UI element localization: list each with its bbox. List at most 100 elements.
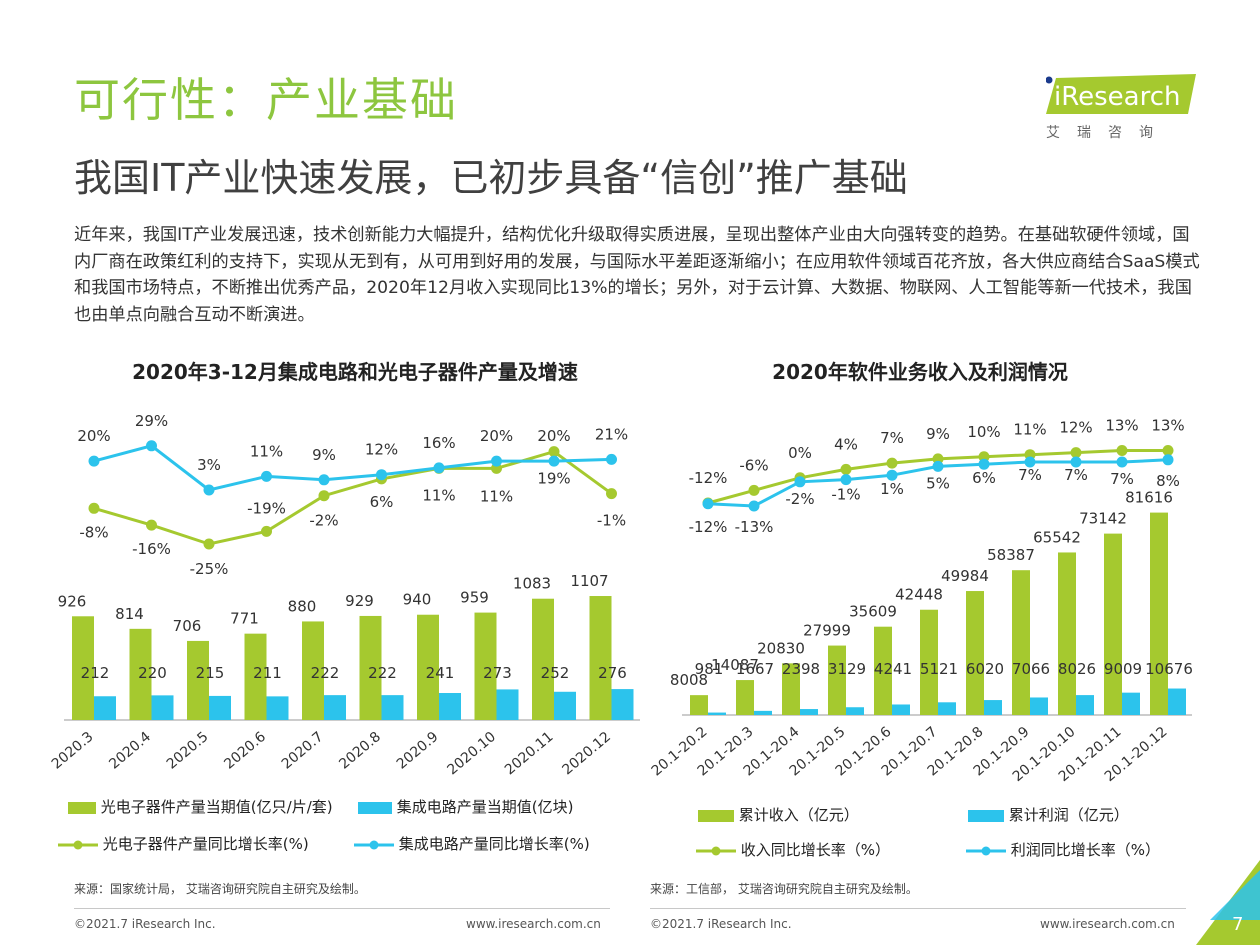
chart2-legend-item-3: 收入同比增长率（%） <box>696 839 890 860</box>
point-c1-a-4 <box>318 490 330 502</box>
chart2-legend-item-1: 累计收入（亿元） <box>698 804 859 825</box>
footer-copyright-left: ©2021.7 iResearch Inc. <box>74 917 216 931</box>
chart1-legend-label-4: 集成电路产量同比增长率(%) <box>398 835 590 853</box>
bar-label-c1-a-8: 1083 <box>513 575 551 593</box>
bar-c2-b-5 <box>938 702 956 715</box>
footer-divider-right <box>650 908 1186 909</box>
page-number: 7 <box>1232 914 1243 935</box>
point-c1-b-2 <box>203 484 215 496</box>
page-subtitle: 我国IT产业快速发展，已初步具备“信创”推广基础 <box>74 156 908 200</box>
point-c2-b-5 <box>932 460 944 472</box>
bar-c2-b-3 <box>846 707 864 715</box>
bar-label-c1-b-7: 273 <box>483 664 512 682</box>
bar-label-c2-a-3: 27999 <box>803 622 851 640</box>
point-c2-b-1 <box>748 500 760 512</box>
x-tick-label-c1-4: 2020.7 <box>279 729 327 773</box>
chart2-legend-item-4: 利润同比增长率（%） <box>966 839 1160 860</box>
bar-c2-a-8 <box>1058 552 1076 715</box>
bar-c1-b-1 <box>151 695 174 720</box>
point-label-c1-a-4: -2% <box>309 512 338 530</box>
bar-c1-b-0 <box>94 696 116 720</box>
bar-c2-b-0 <box>708 712 726 715</box>
bar-label-c1-a-3: 771 <box>230 610 259 628</box>
bar-label-c2-b-7: 7066 <box>1012 660 1050 678</box>
point-label-c2-a-1: -6% <box>739 456 768 474</box>
point-c1-a-8 <box>548 446 560 458</box>
bar-label-c1-b-8: 252 <box>541 664 570 682</box>
bar-label-c1-a-9: 1107 <box>570 572 608 590</box>
page-corner-triangle: 7 <box>1196 860 1260 945</box>
bar-c1-a-6 <box>417 614 439 720</box>
point-c1-a-9 <box>606 488 617 500</box>
point-label-c2-b-0: -12% <box>689 518 728 536</box>
bar-c1-a-4 <box>302 621 324 720</box>
bar-c2-b-9 <box>1122 692 1140 715</box>
chart1-title: 2020年3-12月集成电路和光电子器件产量及增速 <box>132 360 578 384</box>
line-c1-b <box>93 444 612 492</box>
point-label-c1-b-2: 3% <box>197 456 221 474</box>
bar-c1-a-2 <box>187 640 209 720</box>
chart1-legend-label-2: 集成电路产量当期值(亿块) <box>396 798 574 816</box>
bar-label-c1-a-7: 959 <box>460 589 489 607</box>
chart1-legend-item-3: 光电子器件产量同比增长率(%) <box>58 833 309 854</box>
bar-c1-a-1 <box>129 628 152 720</box>
point-label-c1-b-0: 20% <box>77 427 110 445</box>
point-label-c2-b-4: 1% <box>880 480 904 498</box>
footer-copyright-right: ©2021.7 iResearch Inc. <box>650 917 792 931</box>
point-label-c1-a-3: -19% <box>247 499 286 517</box>
bar-c2-b-4 <box>892 704 910 715</box>
x-tick-label-c1-9: 2020.12 <box>559 729 614 778</box>
bar-c2-b-10 <box>1168 688 1186 715</box>
bar-c1-a-0 <box>72 616 94 720</box>
point-label-c1-a-9: -1% <box>597 512 626 530</box>
bar-c1-b-8 <box>554 691 576 720</box>
point-c1-b-6 <box>433 462 445 474</box>
point-c2-a-8 <box>1070 447 1082 459</box>
line-c1-a <box>93 449 613 546</box>
bar-label-c2-a-4: 35609 <box>849 603 897 621</box>
bar-c1-b-3 <box>266 696 289 720</box>
point-label-c2-b-7: 7% <box>1018 466 1042 484</box>
bar-label-c1-a-0: 926 <box>58 592 87 610</box>
legend-line-marker <box>354 840 394 849</box>
point-label-c2-a-9: 13% <box>1105 417 1138 435</box>
bar-label-c2-b-8: 8026 <box>1058 660 1096 678</box>
point-label-c2-b-8: 7% <box>1064 466 1088 484</box>
chart1-legend-label-1: 光电子器件产量当期值(亿只/片/套) <box>100 798 333 816</box>
point-c2-a-9 <box>1116 445 1128 456</box>
point-label-c1-b-1: 29% <box>135 412 168 430</box>
chart1-legend-item-2: 集成电路产量当期值(亿块) <box>358 796 574 817</box>
footer-url-left[interactable]: www.iresearch.com.cn <box>466 917 601 931</box>
legend-swatch <box>358 801 392 814</box>
point-c2-a-1 <box>748 484 760 496</box>
bar-label-c2-a-0: 8008 <box>670 671 708 689</box>
bar-label-c1-b-0: 212 <box>81 664 110 682</box>
bar-label-c2-a-7: 58387 <box>987 546 1035 564</box>
point-label-c1-a-7: 11% <box>480 487 513 505</box>
bar-c2-b-1 <box>754 710 772 715</box>
bar-c2-b-8 <box>1076 695 1094 715</box>
bar-c1-b-4 <box>324 695 346 720</box>
bar-c2-a-3 <box>828 645 846 715</box>
point-c1-b-3 <box>261 470 272 482</box>
bar-label-c2-b-5: 5121 <box>920 660 958 678</box>
bar-c2-a-9 <box>1104 533 1122 715</box>
point-c1-a-0 <box>88 502 100 514</box>
point-label-c2-a-5: 9% <box>926 425 950 443</box>
point-c2-b-10 <box>1162 454 1174 466</box>
x-tick-label-c1-0: 2020.3 <box>49 729 97 773</box>
chart2-title: 2020年软件业务收入及利润情况 <box>772 360 1068 384</box>
point-c1-a-1 <box>146 519 157 531</box>
point-label-c2-b-5: 5% <box>926 474 950 492</box>
bar-label-c2-b-9: 9009 <box>1104 660 1142 678</box>
chart2-legend-label-1: 累计收入（亿元） <box>738 806 859 824</box>
footer-url-right[interactable]: www.iresearch.com.cn <box>1040 917 1175 931</box>
bar-c1-b-6 <box>439 693 461 720</box>
point-label-c1-a-5: 6% <box>370 493 394 511</box>
bar-c2-a-5 <box>920 609 938 715</box>
x-tick-label-c1-3: 2020.6 <box>221 729 269 773</box>
point-label-c2-b-10: 8% <box>1156 472 1180 490</box>
intro-paragraph: 近年来，我国IT产业发展迅速，技术创新能力大幅提升，结构优化升级取得实质进展，呈… <box>74 225 1200 325</box>
point-label-c1-b-6: 16% <box>422 434 455 452</box>
legend-line-marker <box>58 840 98 849</box>
